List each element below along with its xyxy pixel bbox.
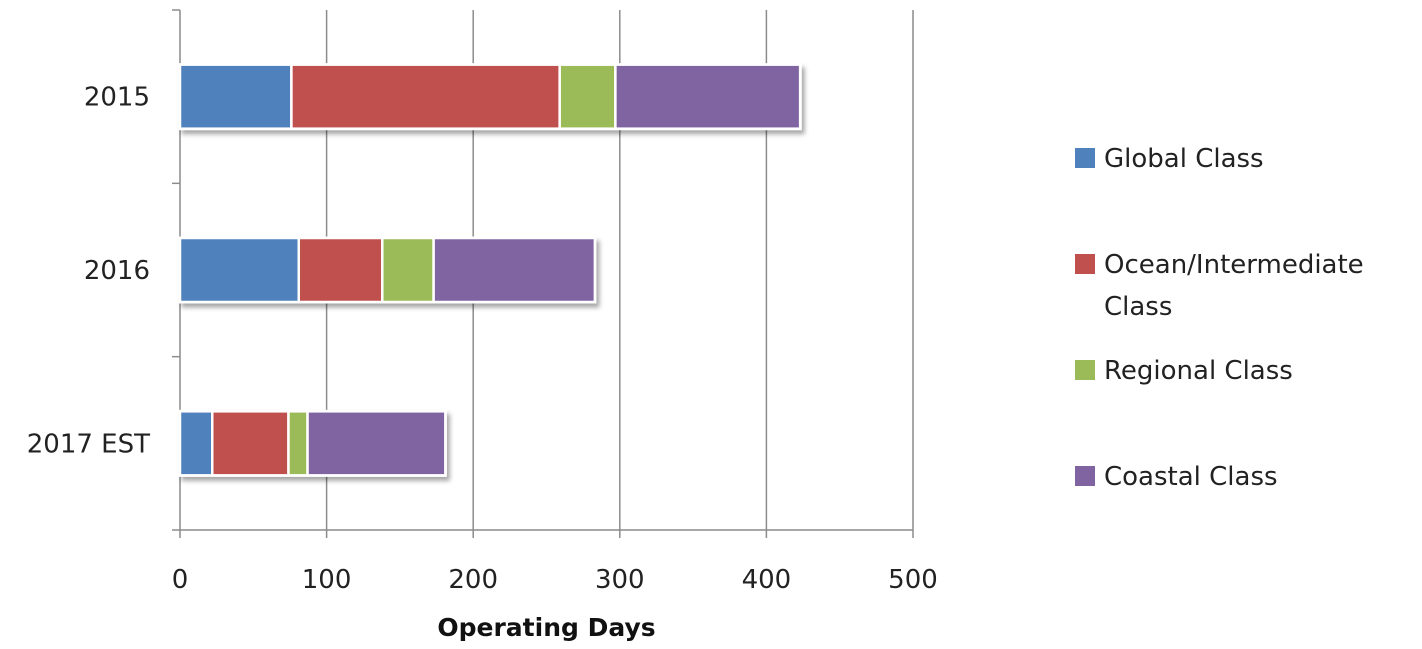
- legend-item-global-class: Global Class: [1075, 144, 1264, 174]
- legend-label: Coastal Class: [1104, 462, 1278, 492]
- bar-global-class-2017-est: [178, 410, 214, 477]
- legend-item-coastal-class: Coastal Class: [1075, 462, 1278, 492]
- bar-global-class-2016: [178, 236, 300, 304]
- x-tick-label: 300: [595, 565, 645, 595]
- legend-label: Regional Class: [1104, 356, 1293, 386]
- x-tick-label: 200: [448, 565, 498, 595]
- legend-swatch: [1075, 254, 1095, 274]
- y-tick-label: 2015: [84, 83, 150, 113]
- y-tick-labels: 2015 2016 2017 EST: [27, 83, 150, 460]
- bar-group-2015: [178, 63, 802, 131]
- x-tick-label: 0: [172, 565, 189, 595]
- bar-group-2017-est: [178, 409, 447, 477]
- bar-regional-class-2015: [558, 63, 617, 130]
- bar-coastal-class-2015: [614, 63, 802, 130]
- x-axis-title: Operating Days: [437, 613, 655, 642]
- bar-coastal-class-2016: [432, 236, 597, 304]
- legend-swatch: [1075, 148, 1095, 168]
- bars: [178, 63, 802, 477]
- x-tick-label: 100: [302, 565, 352, 595]
- bar-ocean-intermediate-class-2015: [290, 63, 561, 130]
- bar-regional-class-2016: [381, 236, 435, 304]
- legend-label: Global Class: [1104, 144, 1264, 174]
- legend-swatch: [1075, 466, 1095, 486]
- x-tick-label: 500: [888, 565, 938, 595]
- bar-ocean-intermediate-class-2016: [297, 236, 384, 304]
- legend: Global Class Ocean/Intermediate Class Regio…: [1075, 144, 1364, 492]
- bar-ocean-intermediate-class-2017-est: [211, 410, 290, 477]
- bar-group-2016: [178, 236, 597, 304]
- x-tick-labels: 0 100 200 300 400 500: [172, 565, 938, 595]
- y-tick-label: 2016: [84, 256, 150, 286]
- legend-label: Ocean/Intermediate: [1104, 250, 1364, 280]
- legend-item-regional-class: Regional Class: [1075, 356, 1293, 386]
- bar-regional-class-2017-est: [287, 410, 309, 477]
- x-tick-label: 400: [742, 565, 792, 595]
- bar-coastal-class-2017-est: [306, 410, 447, 477]
- legend-swatch: [1075, 360, 1095, 380]
- legend-label: Class: [1104, 292, 1172, 322]
- bar-global-class-2015: [178, 63, 293, 130]
- legend-item-ocean-intermediate-class: Ocean/Intermediate Class: [1075, 250, 1364, 322]
- y-tick-label: 2017 EST: [27, 429, 150, 459]
